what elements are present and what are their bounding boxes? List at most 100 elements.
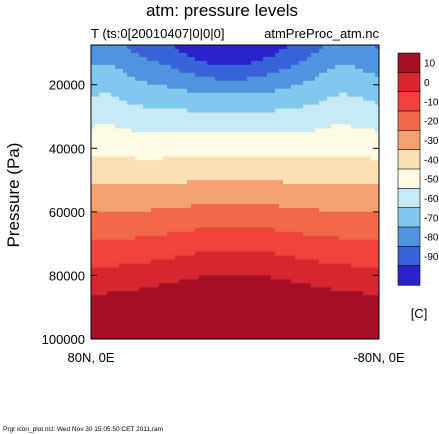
contour-cell [359,307,364,312]
contour-cell [375,311,379,316]
contour-cell [211,76,216,82]
contour-cell [175,291,180,296]
contour-cell [155,207,160,213]
contour-cell [155,231,160,237]
contour-cell [139,295,144,300]
contour-cell [263,251,268,257]
contour-cell [291,116,296,122]
contour-cell [311,156,316,161]
contour-cell [135,112,140,118]
contour-cell [195,215,200,221]
contour-cell [251,295,256,300]
contour-cell [347,295,352,300]
contour-cell [319,231,324,237]
chart-subtitle-right: atmPreProc_atm.nc [264,26,379,41]
contour-cell [371,287,376,292]
contour-cell [251,203,256,209]
contour-cell [247,215,252,221]
contour-cell [223,68,228,74]
contour-cell [139,219,144,225]
contour-cell [227,176,232,181]
contour-cell [271,195,276,201]
contour-cell [143,199,148,205]
contour-cell [163,211,168,217]
contour-cell [147,84,152,90]
contour-cell [359,192,364,197]
contour-cell [343,108,348,114]
contour-cell [227,172,232,177]
contour-cell [363,64,368,70]
contour-cell [283,52,288,58]
contour-cell [335,164,340,169]
contour-cell [363,299,368,304]
contour-cell [299,311,304,316]
contour-cell [171,72,176,78]
contour-cell [119,259,124,265]
contour-cell [175,251,180,257]
contour-cell [299,279,304,284]
contour-cell [211,215,216,221]
contour-cell [311,168,316,173]
contour-cell [119,251,124,257]
contour-cell [131,88,136,94]
contour-cell [159,148,164,153]
contour-cell [275,239,280,245]
contour-cell [199,239,204,245]
contour-cell [355,132,360,137]
contour-cell [215,164,220,169]
contour-cell [327,76,332,82]
contour-cell [115,80,120,86]
contour-cell [91,108,96,114]
contour-cell [339,100,344,106]
contour-cell [367,211,372,217]
contour-cell [319,299,324,304]
contour-cell [355,259,360,265]
contour-cell [303,120,308,126]
contour-cell [223,215,228,221]
contour-cell [335,299,340,304]
contour-cell [203,303,208,308]
contour-cell [375,136,379,141]
contour-cell [243,255,248,261]
contour-cell [187,211,192,217]
contour-cell [343,263,348,269]
contour-cell [363,251,368,257]
contour-cell [275,88,280,94]
contour-cell [287,192,292,197]
contour-cell [187,140,192,145]
contour-cell [355,68,360,74]
contour-cell [147,60,152,66]
contour-cell [123,211,128,217]
contour-cell [187,299,192,304]
contour-cell [187,279,192,284]
contour-cell [323,247,328,253]
contour-cell [311,251,316,257]
contour-cell [183,227,188,233]
contour-cell [307,76,312,82]
contour-cell [103,215,108,221]
contour-cell [371,84,376,90]
contour-cell [295,291,300,296]
contour-cell [303,144,308,149]
contour-cell [311,188,316,193]
contour-cell [251,199,256,205]
contour-cell [339,263,344,269]
contour-cell [127,219,132,225]
contour-cell [175,199,180,205]
contour-cell [331,132,336,137]
contour-cell [335,72,340,78]
contour-cell [247,80,252,86]
contour-cell [143,172,148,177]
contour-cell [99,283,104,288]
contour-cell [119,88,124,94]
contour-cell [207,144,212,149]
contour-cell [103,275,108,280]
contour-cell [255,128,260,133]
contour-cell [259,48,264,54]
contour-cell [287,112,292,118]
contour-cell [171,156,176,161]
contour-cell [107,295,112,300]
contour-cell [107,219,112,225]
contour-cell [315,76,320,82]
contour-cell [323,172,328,177]
